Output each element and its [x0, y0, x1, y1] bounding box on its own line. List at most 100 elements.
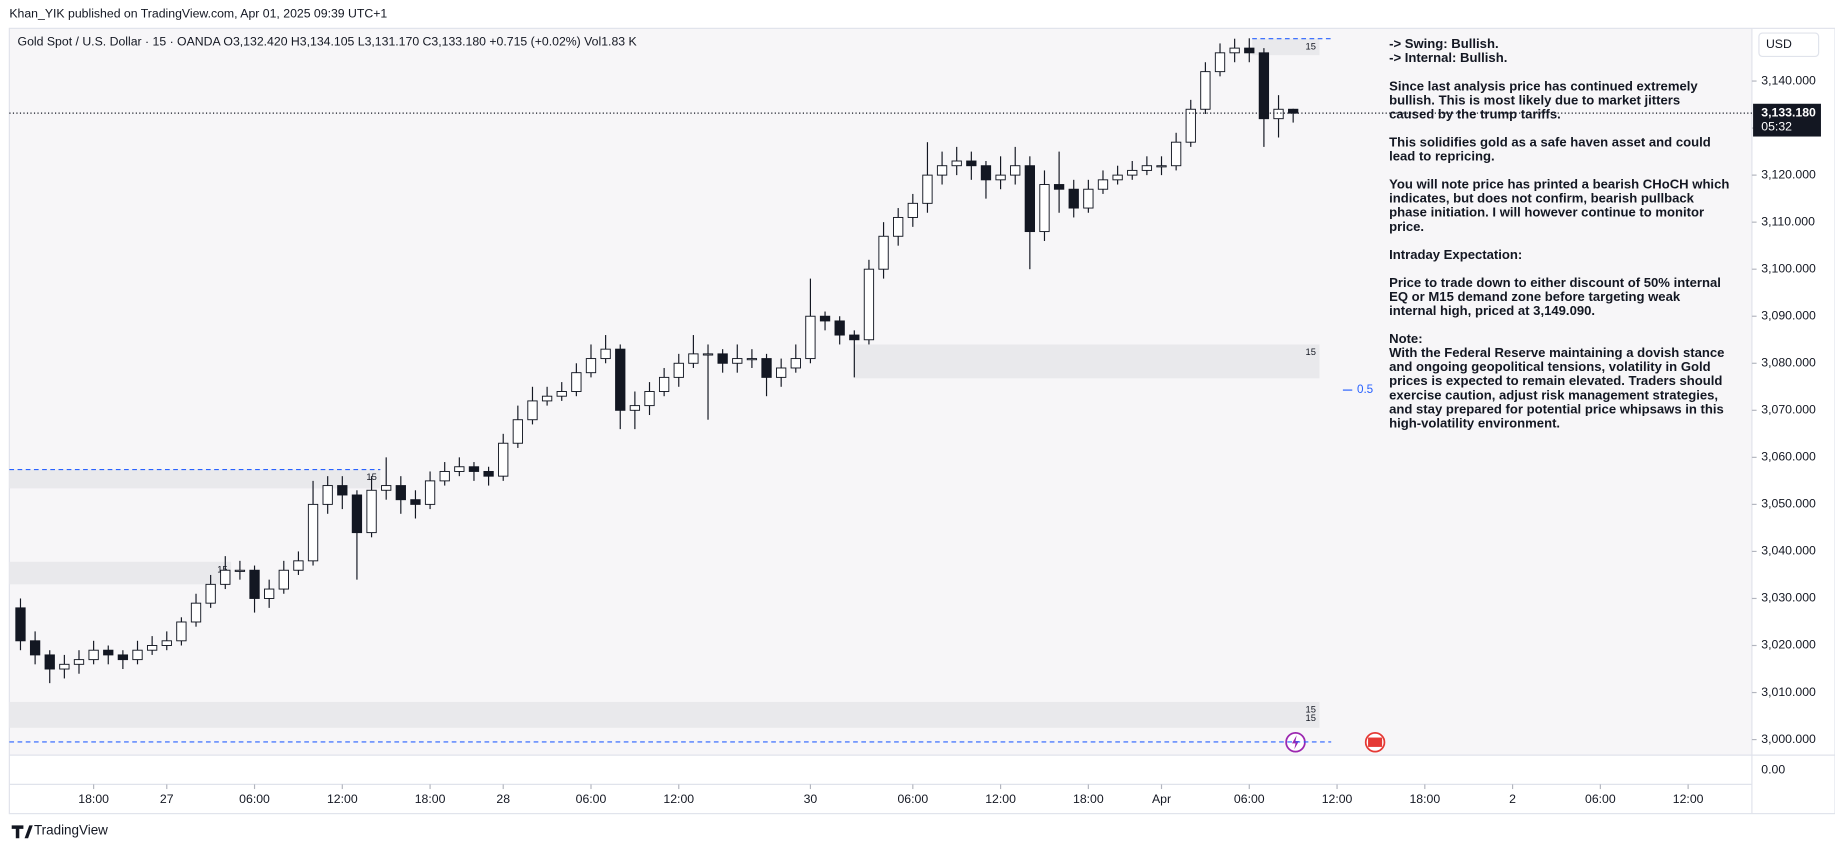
candle-body: [366, 489, 377, 534]
candle-body: [220, 569, 231, 585]
zone: [9, 701, 1320, 728]
candle-body: [1288, 108, 1299, 114]
candle-body: [117, 654, 129, 661]
note-line: price.: [1389, 219, 1424, 234]
candle-body: [249, 569, 260, 599]
candle-body: [395, 485, 406, 501]
candle-body: [849, 334, 860, 341]
note-line: -> Internal: Bullish.: [1389, 50, 1507, 65]
candle-body: [264, 588, 275, 599]
note-line: lead to repricing.: [1389, 149, 1495, 164]
countdown: 05:32: [1761, 119, 1792, 133]
candle-body: [1185, 108, 1196, 143]
note-line: Since last analysis price has continued …: [1389, 78, 1698, 93]
candle-body: [995, 174, 1006, 181]
x-tick-label: 06:00: [1234, 792, 1265, 806]
symbol-line: Gold Spot / U.S. Dollar · 15 · OANDA O3,…: [18, 35, 638, 49]
x-tick-label: 12:00: [1673, 792, 1704, 806]
candle-body: [556, 391, 567, 397]
candle-body: [1273, 108, 1284, 120]
eq-label: 0.5: [1357, 383, 1374, 396]
candle-body: [1053, 184, 1065, 190]
candle-body: [571, 372, 582, 392]
x-tick-label: 12:00: [985, 792, 1016, 806]
candle-body: [146, 645, 158, 651]
candle-body: [176, 621, 187, 642]
candle-body: [454, 466, 465, 472]
candle-body: [410, 499, 421, 505]
x-tick-label: 18:00: [415, 792, 446, 806]
candle-body: [732, 358, 743, 364]
last-price-box: [1753, 103, 1821, 137]
candle-body: [717, 353, 728, 364]
candle-body: [483, 470, 494, 477]
candle-body: [819, 315, 831, 322]
x-tick-label: 18:00: [1073, 792, 1104, 806]
candle-body: [351, 494, 363, 534]
candle-body: [1258, 52, 1270, 120]
candle-body: [1024, 165, 1035, 233]
candle-body: [673, 362, 684, 378]
candle-body: [59, 663, 70, 670]
brand-logo: [11, 825, 33, 839]
y-tick-label: 3,010.000: [1761, 685, 1816, 699]
candle-body: [805, 315, 816, 360]
zone-label: 15: [1306, 41, 1316, 51]
candle-body: [293, 560, 304, 571]
currency[interactable]: USD: [1766, 37, 1792, 51]
x-tick-label: 28: [496, 792, 510, 806]
zone-label: 15: [1306, 347, 1316, 357]
candle-body: [1229, 47, 1240, 54]
candle-body: [205, 583, 216, 604]
candle-body: [1083, 188, 1094, 209]
x-tick-label: 30: [804, 792, 818, 806]
note-line: Note:: [1389, 331, 1422, 346]
candle-body: [322, 485, 333, 505]
candle-body: [1141, 165, 1153, 171]
x-tick-label: 06:00: [239, 792, 270, 806]
note-line: indicates, but does not confirm, bearish…: [1389, 191, 1695, 206]
candle-body: [746, 358, 758, 361]
note-line: caused by the trump tariffs.: [1389, 106, 1561, 121]
candle-body: [1214, 52, 1226, 73]
y-tick-label: 3,100.000: [1761, 261, 1816, 275]
candle-body: [512, 419, 523, 444]
last-price-label: 3,133.180: [1761, 105, 1816, 119]
candle-body: [1244, 47, 1255, 54]
zone: [1252, 38, 1320, 56]
candle-body: [234, 569, 246, 572]
candle-body: [644, 391, 655, 407]
currency-box[interactable]: [1758, 32, 1820, 58]
candle-body: [658, 376, 670, 392]
candle-body: [29, 640, 41, 656]
candle-body: [190, 602, 202, 623]
candle-body: [1156, 165, 1167, 168]
candle-body: [1097, 179, 1109, 190]
candle-body: [585, 358, 597, 374]
note-line: This solidifies gold as a safe haven ass…: [1389, 135, 1711, 150]
x-tick-label: 06:00: [576, 792, 607, 806]
candle-body: [1170, 141, 1182, 167]
x-tick-label: 12:00: [327, 792, 358, 806]
candle-body: [541, 395, 553, 402]
zone: [9, 561, 232, 585]
candle-body: [761, 358, 772, 378]
candle-body: [278, 569, 289, 590]
candle-body: [980, 165, 992, 181]
candle-body: [44, 654, 55, 670]
candle-body: [600, 348, 611, 360]
note-line: phase initiation. I will however continu…: [1389, 205, 1704, 220]
note-line: Intraday Expectation:: [1389, 247, 1522, 262]
y-tick-label: 3,050.000: [1761, 497, 1816, 511]
candle-body: [73, 659, 85, 665]
x-tick-label: 2: [1509, 792, 1516, 806]
candle-body: [337, 485, 348, 496]
candle-body: [615, 348, 626, 411]
candle-body: [907, 202, 918, 218]
note-line: With the Federal Reserve maintaining a d…: [1389, 345, 1724, 360]
candle-body: [834, 320, 845, 336]
candle-body: [88, 649, 99, 661]
candle-body: [15, 607, 26, 642]
